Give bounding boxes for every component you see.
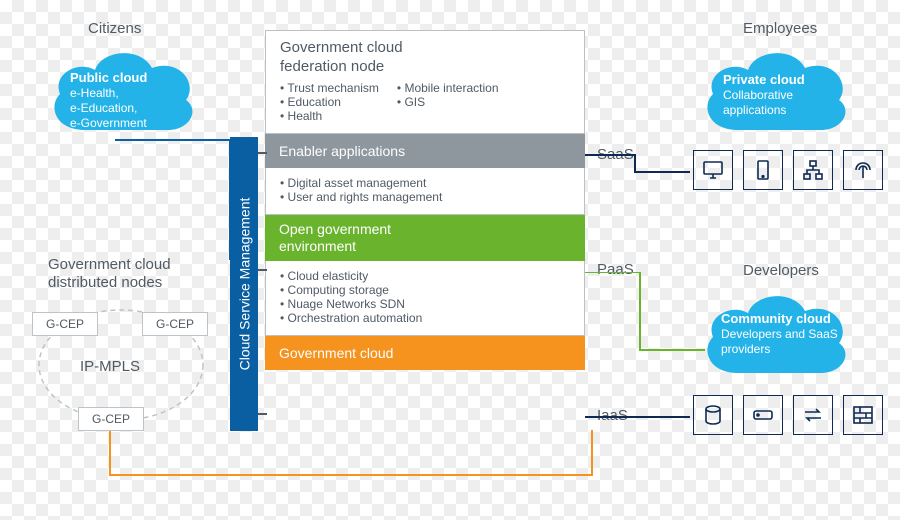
arrows-icon bbox=[793, 395, 833, 435]
public-cloud: Public cloud e-Health, e-Education, e-Go… bbox=[40, 40, 200, 140]
tablet-icon bbox=[743, 150, 783, 190]
bullet: Education bbox=[280, 95, 379, 109]
public-cloud-title: Public cloud bbox=[70, 70, 190, 86]
heading-distnodes-2: distributed nodes bbox=[48, 274, 162, 291]
server-icon bbox=[743, 395, 783, 435]
heading-employees: Employees bbox=[743, 20, 817, 37]
community-cloud: Community cloud Developers and SaaS prov… bbox=[693, 283, 853, 383]
bullet: Trust mechanism bbox=[280, 81, 379, 95]
connector-iaas-icons bbox=[585, 414, 695, 424]
bullet: Nuage Networks SDN bbox=[280, 297, 570, 311]
gcep-box-3: G-CEP bbox=[78, 407, 144, 431]
network-icon bbox=[793, 150, 833, 190]
center-stack: Government cloud federation node Trust m… bbox=[265, 30, 585, 370]
bullet: Digital asset management bbox=[280, 176, 570, 190]
gcep-box-1: G-CEP bbox=[32, 312, 98, 336]
public-cloud-body: e-Health, e-Education, e-Government bbox=[70, 86, 190, 131]
band-gov-cloud: Government cloud bbox=[265, 336, 585, 370]
database-icon bbox=[693, 395, 733, 435]
band-gov-cloud-label: Government cloud bbox=[279, 345, 393, 361]
private-cloud: Private cloud Collaborative applications bbox=[693, 40, 853, 140]
icon-row-employees bbox=[693, 150, 883, 190]
fed-title-1: Government cloud bbox=[280, 39, 570, 56]
fed-node-block: Government cloud federation node Trust m… bbox=[265, 30, 585, 134]
connector-paas-community bbox=[585, 272, 715, 362]
fed-bullets-col2: Mobile interaction GIS bbox=[397, 81, 499, 123]
gcep-box-2: G-CEP bbox=[142, 312, 208, 336]
block-dam: Digital asset management User and rights… bbox=[265, 168, 585, 215]
connector-iaas-dist bbox=[100, 430, 595, 490]
ipmpls-label: IP-MPLS bbox=[80, 358, 140, 375]
block-cloud: Cloud elasticity Computing storage Nuage… bbox=[265, 261, 585, 336]
diagram-stage: { "colors": { "cloud": "#23b3e8", "navy"… bbox=[0, 0, 900, 520]
heading-citizens: Citizens bbox=[88, 20, 141, 37]
band-open-gov-l1: Open government bbox=[279, 221, 571, 238]
heading-developers: Developers bbox=[743, 262, 819, 279]
band-open-gov-l2: environment bbox=[279, 238, 571, 255]
tick bbox=[258, 269, 267, 271]
community-cloud-title: Community cloud bbox=[721, 311, 841, 327]
bullet: GIS bbox=[397, 95, 499, 109]
community-cloud-body: Developers and SaaS providers bbox=[721, 327, 841, 357]
icon-row-developers bbox=[693, 395, 883, 435]
wireless-icon bbox=[843, 150, 883, 190]
fed-title-2: federation node bbox=[280, 58, 570, 75]
private-cloud-body: Collaborative applications bbox=[723, 88, 838, 118]
tick bbox=[258, 152, 267, 154]
csm-label: Cloud Service Management bbox=[236, 198, 252, 371]
connector-csm-public bbox=[115, 135, 235, 265]
private-cloud-title: Private cloud bbox=[723, 72, 838, 88]
band-open-gov: Open government environment bbox=[265, 215, 585, 261]
bullet: Health bbox=[280, 109, 379, 123]
tick bbox=[258, 413, 267, 415]
band-enabler: Enabler applications bbox=[265, 134, 585, 168]
bullet: Cloud elasticity bbox=[280, 269, 570, 283]
fed-bullets-col1: Trust mechanism Education Health bbox=[280, 81, 379, 123]
monitor-icon bbox=[693, 150, 733, 190]
bullet: Mobile interaction bbox=[397, 81, 499, 95]
bullet: Computing storage bbox=[280, 283, 570, 297]
bullet: User and rights management bbox=[280, 190, 570, 204]
connector-saas-icons bbox=[585, 152, 695, 182]
bullet: Orchestration automation bbox=[280, 311, 570, 325]
firewall-icon bbox=[843, 395, 883, 435]
band-enabler-label: Enabler applications bbox=[279, 143, 405, 159]
